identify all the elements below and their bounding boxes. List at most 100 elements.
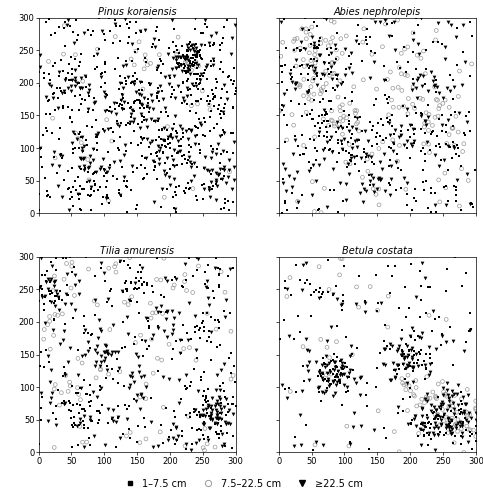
Point bbox=[205, 100, 213, 108]
Point bbox=[151, 163, 158, 171]
Point bbox=[193, 64, 200, 72]
Point bbox=[430, 415, 438, 423]
Point bbox=[133, 285, 141, 293]
Point bbox=[327, 358, 335, 366]
Point bbox=[92, 98, 99, 106]
Point bbox=[85, 178, 93, 186]
Point bbox=[394, 84, 402, 92]
Point bbox=[308, 96, 315, 104]
Point bbox=[448, 417, 456, 425]
Point bbox=[434, 410, 441, 418]
Point bbox=[175, 182, 183, 190]
Point bbox=[158, 356, 166, 364]
Point bbox=[417, 420, 425, 428]
Point bbox=[383, 134, 390, 142]
Point bbox=[38, 285, 46, 293]
Point bbox=[212, 92, 219, 100]
Point bbox=[372, 190, 380, 198]
Point bbox=[123, 208, 131, 216]
Point bbox=[407, 420, 414, 428]
Point bbox=[215, 393, 223, 401]
Point bbox=[86, 152, 94, 160]
Point bbox=[435, 313, 443, 321]
Point bbox=[205, 328, 213, 336]
Point bbox=[193, 266, 201, 274]
Point bbox=[75, 62, 83, 70]
Point bbox=[80, 29, 88, 37]
Point bbox=[368, 150, 376, 158]
Point bbox=[49, 326, 57, 334]
Point bbox=[441, 121, 449, 129]
Point bbox=[333, 378, 341, 386]
Point bbox=[284, 120, 291, 128]
Point bbox=[363, 379, 371, 387]
Point bbox=[129, 118, 137, 126]
Point bbox=[389, 360, 397, 368]
Point bbox=[61, 369, 69, 377]
Point bbox=[334, 124, 341, 132]
Point bbox=[168, 83, 176, 91]
Point bbox=[211, 40, 218, 48]
Point bbox=[171, 132, 179, 140]
Point bbox=[83, 390, 91, 398]
Point bbox=[395, 360, 402, 368]
Point bbox=[421, 394, 429, 402]
Point bbox=[401, 71, 409, 79]
Point bbox=[438, 404, 445, 412]
Point bbox=[167, 93, 175, 101]
Point bbox=[440, 430, 448, 438]
Point bbox=[59, 254, 67, 262]
Point bbox=[45, 358, 53, 366]
Point bbox=[159, 95, 167, 103]
Point bbox=[52, 292, 60, 300]
Point bbox=[411, 412, 419, 420]
Point bbox=[403, 144, 411, 152]
Point bbox=[161, 104, 169, 112]
Point bbox=[141, 26, 149, 34]
Point bbox=[192, 123, 200, 131]
Point bbox=[333, 118, 341, 126]
Point bbox=[211, 264, 218, 272]
Point bbox=[89, 156, 97, 164]
Point bbox=[43, 268, 51, 276]
Point bbox=[421, 419, 428, 427]
Point bbox=[402, 386, 410, 394]
Point bbox=[127, 110, 135, 118]
Point bbox=[78, 359, 86, 367]
Point bbox=[137, 110, 145, 118]
Point bbox=[184, 92, 191, 100]
Point bbox=[389, 122, 397, 130]
Point bbox=[388, 342, 396, 350]
Point bbox=[201, 20, 209, 28]
Point bbox=[104, 294, 112, 302]
Point bbox=[422, 108, 430, 116]
Point bbox=[424, 420, 432, 428]
Point bbox=[196, 436, 203, 444]
Point bbox=[283, 206, 291, 214]
Point bbox=[432, 76, 440, 84]
Point bbox=[134, 268, 142, 276]
Point bbox=[167, 132, 174, 140]
Point bbox=[216, 159, 224, 167]
Point bbox=[76, 190, 84, 198]
Point bbox=[460, 140, 468, 148]
Point bbox=[91, 311, 99, 319]
Point bbox=[283, 136, 291, 144]
Point bbox=[126, 18, 134, 26]
Point bbox=[207, 402, 215, 410]
Point bbox=[140, 104, 148, 112]
Point bbox=[313, 70, 320, 78]
Point bbox=[199, 55, 206, 63]
Point bbox=[132, 274, 140, 282]
Point bbox=[439, 128, 446, 136]
Point bbox=[52, 266, 60, 274]
Point bbox=[87, 183, 95, 191]
Point bbox=[71, 130, 79, 138]
Point bbox=[432, 36, 440, 44]
Point bbox=[80, 412, 88, 420]
Point bbox=[208, 415, 215, 423]
Point bbox=[120, 382, 128, 390]
Point bbox=[68, 262, 76, 270]
Point bbox=[327, 116, 335, 124]
Point bbox=[68, 382, 75, 390]
